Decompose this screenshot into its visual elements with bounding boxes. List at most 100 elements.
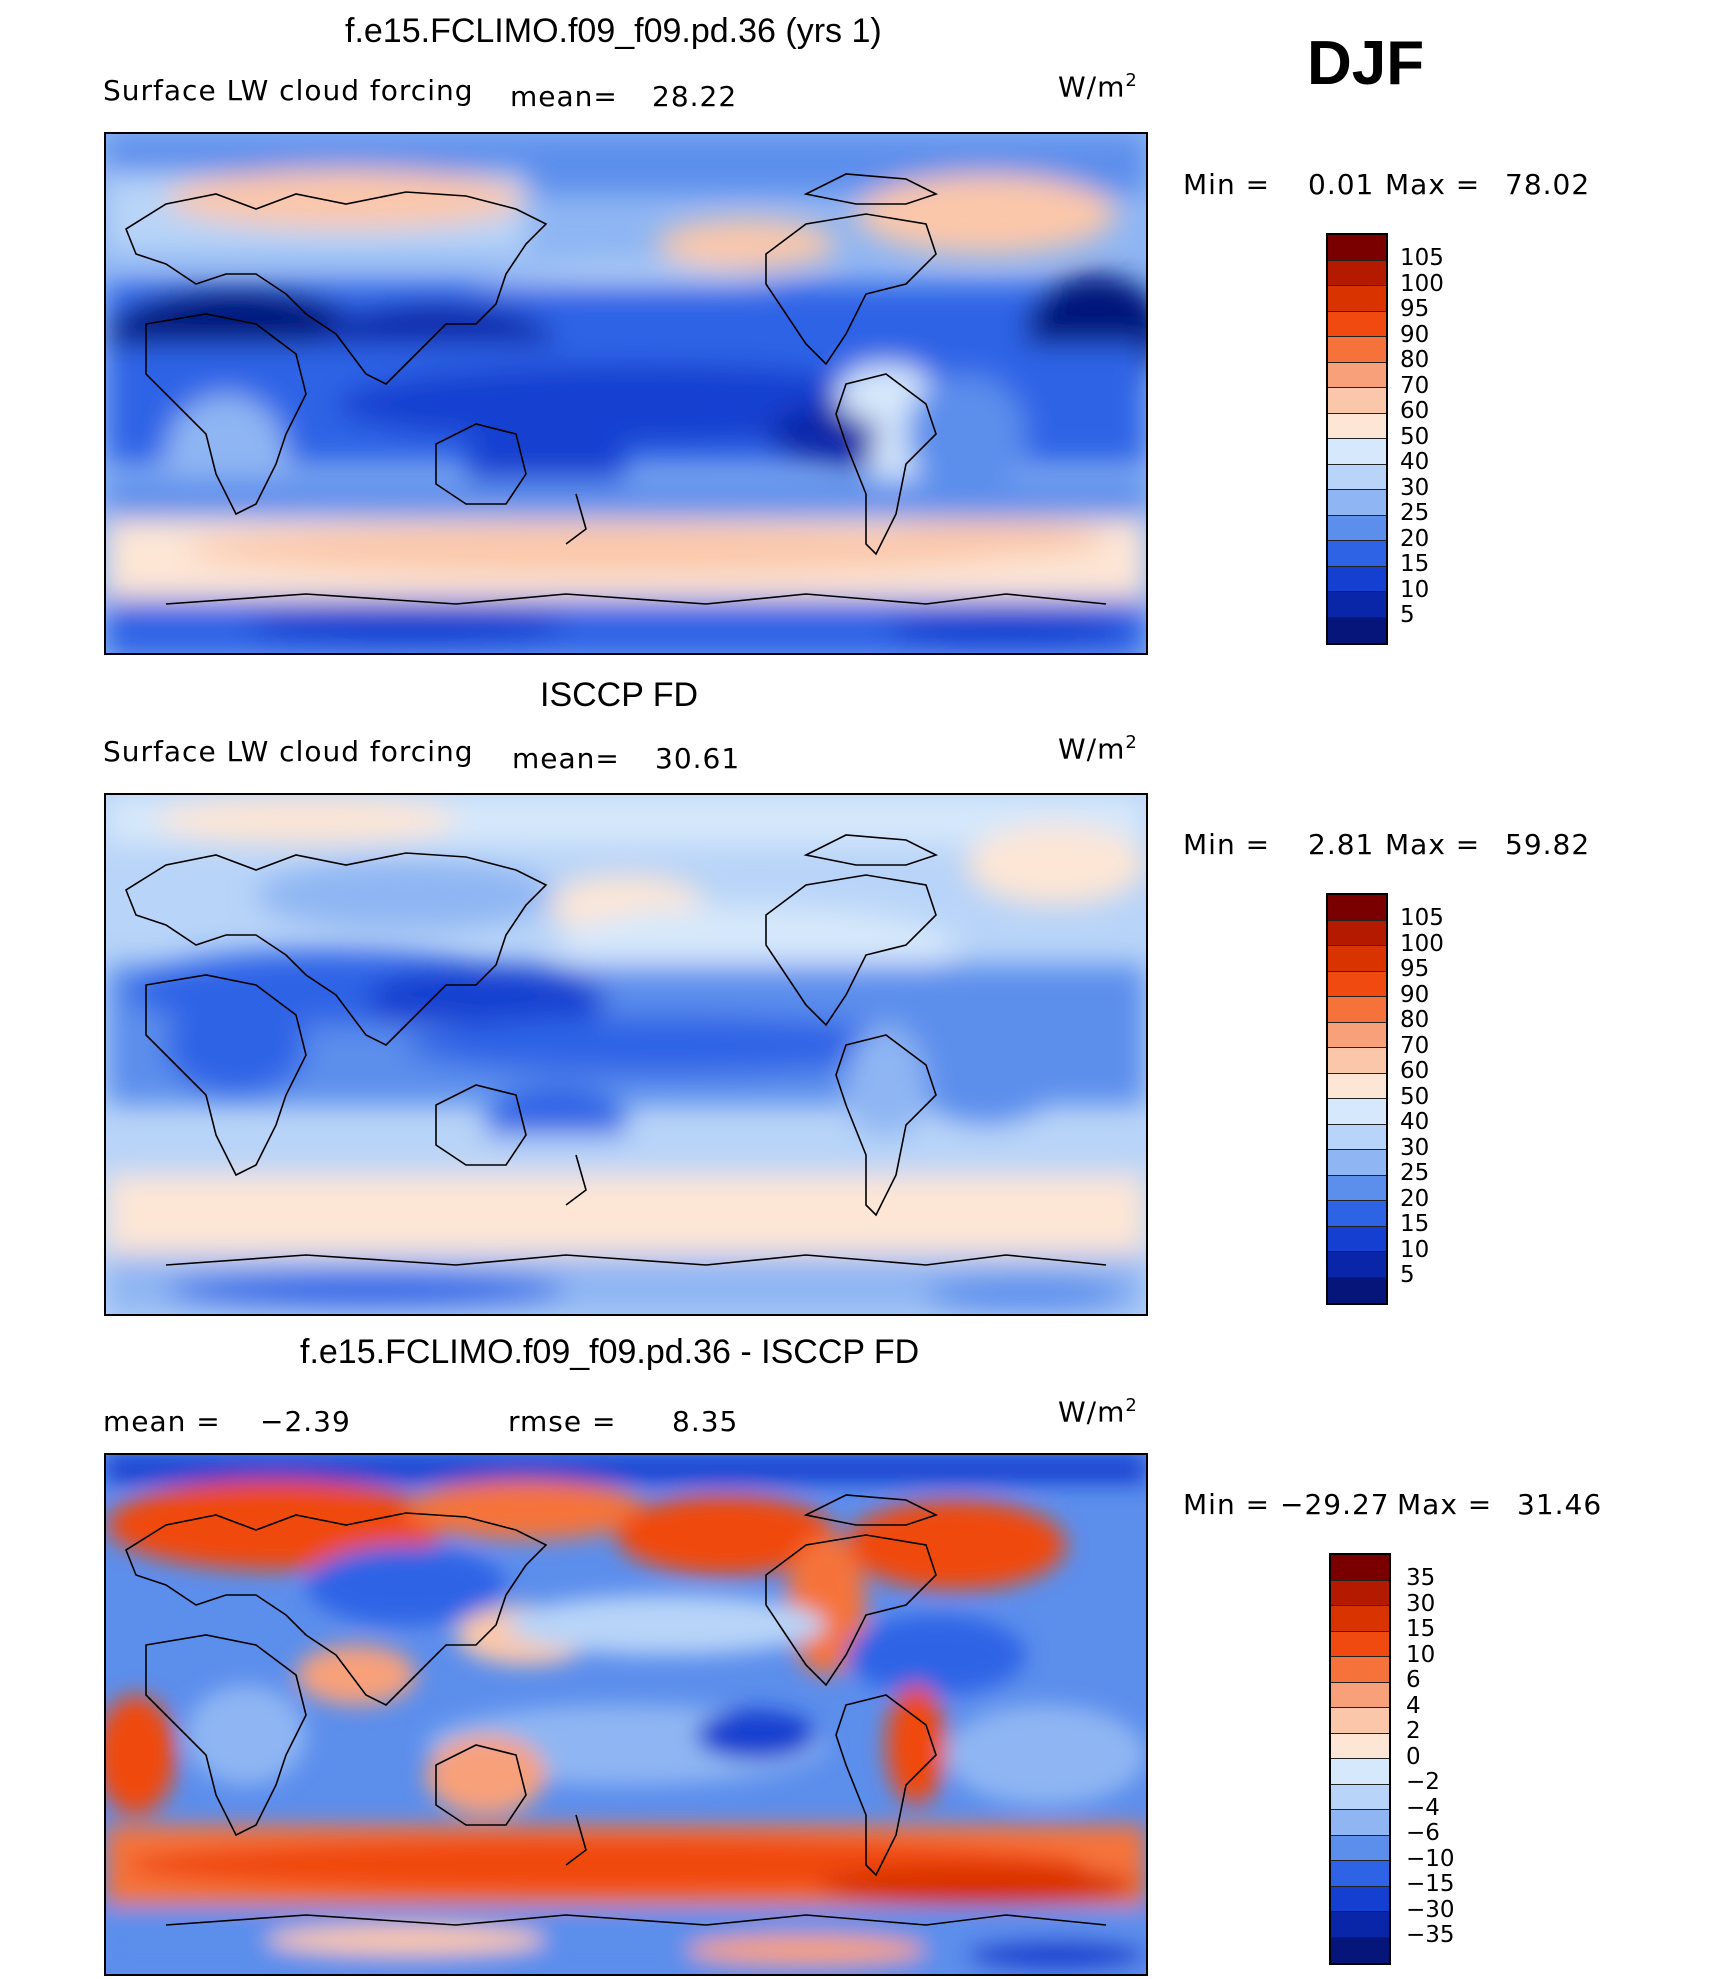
colorbar-label: 5 xyxy=(1400,1262,1415,1288)
colorbar-label: 20 xyxy=(1400,525,1430,552)
colorbar-label: 90 xyxy=(1400,321,1430,348)
colorbar-swatch xyxy=(1328,1150,1386,1176)
colorbar-swatch xyxy=(1331,1784,1389,1810)
colorbar-swatch xyxy=(1328,946,1386,972)
colorbar-swatch xyxy=(1328,235,1386,261)
colorbar-swatch xyxy=(1328,490,1386,516)
colorbar-label: 30 xyxy=(1400,474,1430,501)
panel-title: f.e15.FCLIMO.f09_f09.pd.36 (yrs 1) xyxy=(345,12,882,50)
max-label: Max = xyxy=(1385,168,1481,201)
colorbar-swatch xyxy=(1328,971,1386,997)
colorbar-swatch xyxy=(1331,1835,1389,1861)
colorbar-swatch xyxy=(1331,1886,1389,1912)
colorbar-label: 50 xyxy=(1400,1083,1430,1110)
colorbar-swatch xyxy=(1328,515,1386,541)
colorbar-label: 6 xyxy=(1406,1667,1421,1693)
colorbar-label: 80 xyxy=(1400,347,1430,373)
colorbar-swatch xyxy=(1328,337,1386,363)
min-label: Min = xyxy=(1183,828,1271,861)
colorbar-swatch xyxy=(1328,1201,1386,1227)
colorbar-swatch xyxy=(1331,1708,1389,1734)
colorbar-label: 95 xyxy=(1400,956,1430,982)
colorbar-label: 10 xyxy=(1400,1236,1430,1263)
colorbar-label: 105 xyxy=(1400,905,1444,931)
colorbar-label: −4 xyxy=(1406,1794,1440,1821)
colorbar-label: −35 xyxy=(1406,1922,1455,1948)
colorbar-swatch xyxy=(1328,1175,1386,1201)
colorbar-swatch xyxy=(1328,895,1386,921)
colorbar-difference xyxy=(1329,1553,1391,1965)
colorbar-label: 70 xyxy=(1400,1032,1430,1059)
colorbar-swatch xyxy=(1328,286,1386,312)
colorbar-swatch xyxy=(1328,1073,1386,1099)
colorbar-label: −6 xyxy=(1406,1820,1440,1846)
colorbar-swatch xyxy=(1331,1657,1389,1683)
colorbar-swatch xyxy=(1331,1682,1389,1708)
colorbar-observed xyxy=(1326,893,1388,1305)
mean-label: mean= xyxy=(510,80,618,113)
max-value: 59.82 xyxy=(1505,828,1591,861)
colorbar-swatch xyxy=(1331,1759,1389,1785)
colorbar-label: 5 xyxy=(1400,602,1415,628)
colorbar-swatch xyxy=(1328,413,1386,439)
colorbar-swatch xyxy=(1328,920,1386,946)
colorbar-label: 20 xyxy=(1400,1185,1430,1212)
colorbar-swatch xyxy=(1331,1861,1389,1887)
rmse-value: 8.35 xyxy=(672,1405,739,1438)
min-value: 0.01 xyxy=(1308,168,1375,201)
panel-title: f.e15.FCLIMO.f09_f09.pd.36 - ISCCP FD xyxy=(300,1333,920,1371)
variable-label: Surface LW cloud forcing xyxy=(103,74,474,107)
units-label: W/m2 xyxy=(1058,70,1138,104)
colorbar-swatch xyxy=(1328,439,1386,465)
colorbar-labels-difference: 35 30 15 10 6 4 2 0 −2 −4 −6 −10 −15 −30 −35 xyxy=(1406,1565,1455,1949)
colorbar-swatch xyxy=(1331,1555,1389,1581)
colorbar-label: 2 xyxy=(1406,1718,1421,1744)
colorbar-label: 25 xyxy=(1400,1160,1430,1186)
colorbar-swatch xyxy=(1328,464,1386,490)
colorbar-label: 15 xyxy=(1406,1616,1436,1642)
colorbar-swatch xyxy=(1328,566,1386,592)
mean-label: mean= xyxy=(512,742,620,775)
variable-label: Surface LW cloud forcing xyxy=(103,735,474,768)
colorbar-label: 30 xyxy=(1400,1134,1430,1161)
colorbar-label: 40 xyxy=(1400,1109,1430,1135)
colorbar-label: 40 xyxy=(1400,449,1430,475)
map-difference xyxy=(104,1453,1148,1976)
units-label: W/m2 xyxy=(1058,732,1138,766)
rmse-label: rmse = xyxy=(508,1405,617,1438)
colorbar-swatch xyxy=(1328,260,1386,286)
colorbar-label: −15 xyxy=(1406,1871,1455,1897)
colorbar-swatch xyxy=(1328,1022,1386,1048)
min-value: −29.27 xyxy=(1280,1488,1390,1521)
colorbar-label: 105 xyxy=(1400,245,1444,271)
colorbar-label: −30 xyxy=(1406,1896,1455,1923)
colorbar-label: 60 xyxy=(1400,398,1430,424)
colorbar-label: 80 xyxy=(1400,1007,1430,1033)
colorbar-swatch xyxy=(1328,1124,1386,1150)
colorbar-label: 25 xyxy=(1400,500,1430,526)
colorbar-label: 10 xyxy=(1406,1641,1436,1668)
colorbar-swatch xyxy=(1328,362,1386,388)
units-label: W/m2 xyxy=(1058,1395,1138,1429)
colorbar-swatch xyxy=(1328,997,1386,1023)
colorbar-label: 70 xyxy=(1400,372,1430,399)
colorbar-label: 95 xyxy=(1400,296,1430,322)
colorbar-model xyxy=(1326,233,1388,645)
colorbar-swatch xyxy=(1331,1733,1389,1759)
colorbar-labels-model: 105 100 95 90 80 70 60 50 40 30 25 20 15 10 5 xyxy=(1400,245,1444,629)
colorbar-swatch xyxy=(1328,388,1386,414)
max-value: 78.02 xyxy=(1505,168,1591,201)
colorbar-label: 100 xyxy=(1400,930,1444,957)
colorbar-swatch xyxy=(1328,541,1386,567)
colorbar-label: 15 xyxy=(1400,551,1430,577)
max-label: Max = xyxy=(1385,828,1481,861)
map-model xyxy=(104,132,1148,655)
min-value: 2.81 xyxy=(1308,828,1375,861)
colorbar-swatch xyxy=(1331,1631,1389,1657)
colorbar-label: 0 xyxy=(1406,1743,1421,1770)
max-label: Max = xyxy=(1397,1488,1493,1521)
colorbar-label: 4 xyxy=(1406,1692,1421,1719)
colorbar-label: 60 xyxy=(1400,1058,1430,1084)
colorbar-swatch xyxy=(1331,1606,1389,1632)
colorbar-label: −10 xyxy=(1406,1845,1455,1872)
